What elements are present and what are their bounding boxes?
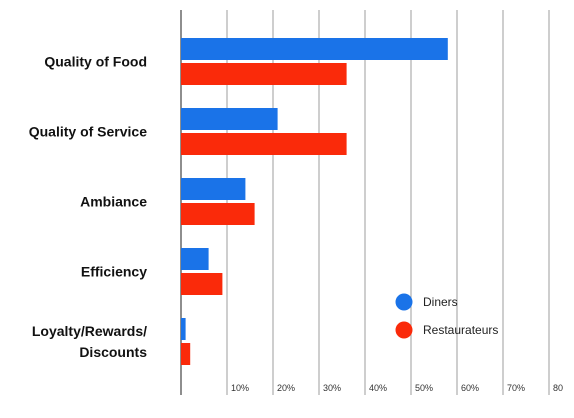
- bars: [181, 38, 448, 365]
- bar-diners: [181, 178, 246, 200]
- x-tick-label: 20%: [277, 383, 295, 393]
- bar-restaurateurs: [181, 133, 347, 155]
- x-tick-label: 50%: [415, 383, 433, 393]
- bar-diners: [181, 38, 448, 60]
- bar-diners: [181, 318, 186, 340]
- x-tick-label: 60%: [461, 383, 479, 393]
- bar-restaurateurs: [181, 63, 347, 85]
- category-labels: Quality of Food Quality of Service Ambianc…: [29, 54, 147, 361]
- x-tick-label: 10%: [231, 383, 249, 393]
- legend-label-diners: Diners: [423, 295, 458, 309]
- x-tick-label: 30%: [323, 383, 341, 393]
- x-tick-label: 80: [553, 383, 563, 393]
- category-label: Quality of Food: [44, 54, 147, 70]
- bar-restaurateurs: [181, 343, 191, 365]
- bar-restaurateurs: [181, 273, 223, 295]
- x-tick-labels: 10% 20% 30% 40% 50% 60% 70% 80: [231, 383, 563, 393]
- legend-marker-diners: [395, 293, 413, 311]
- bar-diners: [181, 108, 278, 130]
- bar-diners: [181, 248, 209, 270]
- category-label: Quality of Service: [29, 124, 147, 140]
- x-tick-label: 70%: [507, 383, 525, 393]
- category-label: Loyalty/Rewards/: [32, 323, 147, 339]
- legend-marker-restaurateurs: [395, 321, 413, 339]
- category-label: Efficiency: [81, 264, 147, 280]
- bar-restaurateurs: [181, 203, 255, 225]
- legend: Diners Restaurateurs: [395, 293, 498, 339]
- legend-label-restaurateurs: Restaurateurs: [423, 323, 498, 337]
- category-label: Ambiance: [80, 194, 147, 210]
- x-tick-label: 40%: [369, 383, 387, 393]
- category-label: Discounts: [79, 344, 147, 360]
